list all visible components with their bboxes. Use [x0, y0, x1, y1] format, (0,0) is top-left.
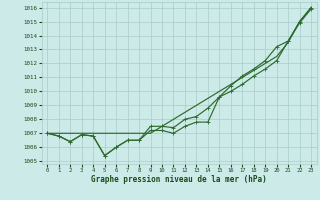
X-axis label: Graphe pression niveau de la mer (hPa): Graphe pression niveau de la mer (hPa) — [91, 175, 267, 184]
